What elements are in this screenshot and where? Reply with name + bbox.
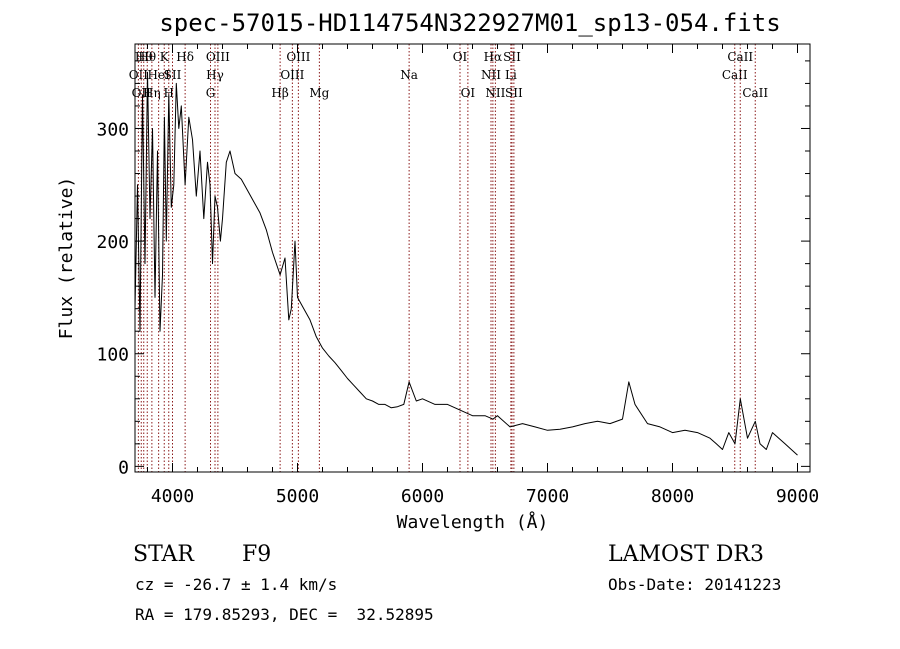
line-marker-label: SII xyxy=(505,86,523,100)
y-tick-label: 200 xyxy=(96,232,129,253)
line-marker-label: H xyxy=(164,86,174,100)
observation-date: Obs-Date: 20141223 xyxy=(608,575,781,594)
line-marker-label: Li xyxy=(505,68,517,82)
line-marker-label: OII xyxy=(132,86,152,100)
line-marker-label: OII xyxy=(129,68,149,82)
y-tick-label: 300 xyxy=(96,119,129,140)
y-axis-label: Flux (relative) xyxy=(56,177,77,340)
line-marker-label: SII xyxy=(164,68,182,82)
object-subclass: F9 xyxy=(242,542,271,567)
x-tick-label: 9000 xyxy=(776,486,819,507)
plot-frame xyxy=(134,43,811,473)
line-marker-label: Hγ xyxy=(206,68,224,82)
line-marker-label: NII xyxy=(481,68,501,82)
line-marker-label: OIII xyxy=(206,50,230,64)
line-marker-label: Hα xyxy=(484,50,503,64)
spectrum-line xyxy=(134,71,798,456)
line-marker-label: OI xyxy=(461,86,476,100)
x-tick-label: 4000 xyxy=(151,486,194,507)
x-tick-label: 6000 xyxy=(401,486,444,507)
coordinates: RA = 179.85293, DEC = 32.52895 xyxy=(135,605,434,624)
line-marker-label: Na xyxy=(400,68,418,82)
line-marker-label: SII xyxy=(503,50,521,64)
chart-title: spec-57015-HD114754N322927M01_sp13-054.f… xyxy=(159,9,780,37)
line-marker-label: Mg xyxy=(309,86,329,100)
line-marker-label: Hβ xyxy=(271,86,288,100)
line-marker-label: CaII xyxy=(722,68,748,82)
line-marker-label: Hδ xyxy=(176,50,194,64)
redshift-cz: cz = -26.7 ± 1.4 km/s xyxy=(135,575,337,594)
line-marker-label: OI xyxy=(453,50,468,64)
line-marker-label: OIII xyxy=(286,50,310,64)
axes: 4000 5000 6000 7000 8000 9000 0 100 200 300 xyxy=(96,44,819,507)
object-class: STAR xyxy=(133,542,195,567)
line-marker-label: CaII xyxy=(727,50,753,64)
line-marker-label: Hθ xyxy=(138,50,156,64)
line-marker-label: G xyxy=(206,86,216,100)
y-tick-label: 0 xyxy=(118,457,129,478)
line-marker-label: K xyxy=(160,50,170,64)
line-markers: OIIOIIHθHθHηHeIKHSIIHδGHγOIIIHβOIIIOIIIM… xyxy=(129,44,768,472)
survey-name: LAMOST DR3 xyxy=(608,542,764,567)
x-tick-label: 8000 xyxy=(651,486,694,507)
y-tick-label: 100 xyxy=(96,345,129,366)
x-axis-label: Wavelength (Å) xyxy=(397,511,549,533)
line-marker-label: OIII xyxy=(280,68,304,82)
line-marker-label: HeI xyxy=(147,68,170,82)
line-marker-label: NII xyxy=(485,86,505,100)
line-marker-label: CaII xyxy=(742,86,768,100)
line-marker-label: Hη xyxy=(143,86,161,100)
series-group xyxy=(134,71,798,456)
x-tick-label: 5000 xyxy=(276,486,319,507)
x-tick-label: 7000 xyxy=(526,486,569,507)
